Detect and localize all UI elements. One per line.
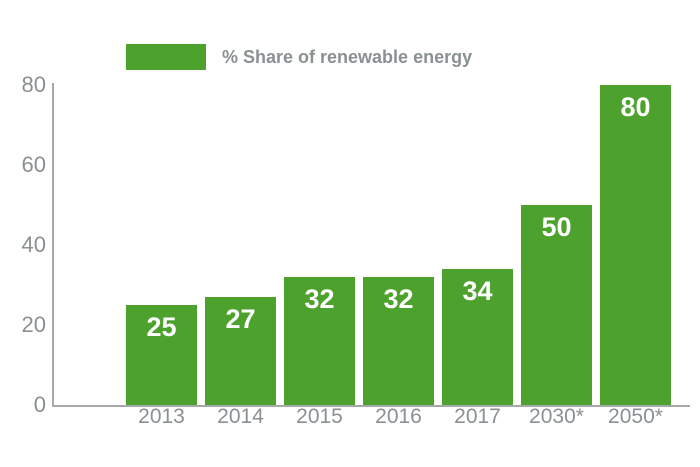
y-tick-label: 40 <box>21 232 46 257</box>
bar: 27 <box>205 297 276 405</box>
bar-value-label: 34 <box>462 276 493 306</box>
bar-value-label: 27 <box>225 304 256 334</box>
bar-value-label: 32 <box>304 284 335 314</box>
bar: 32 <box>284 277 355 405</box>
x-axis-line <box>52 405 690 407</box>
bar-value-label: 50 <box>541 212 572 242</box>
bar: 32 <box>363 277 434 405</box>
y-tick-label: 0 <box>33 392 46 417</box>
x-tick-label: 2015 <box>296 405 343 428</box>
x-tick-label: 2014 <box>217 405 264 428</box>
x-tick-label: 2013 <box>138 405 185 428</box>
x-tick-label: 2016 <box>375 405 422 428</box>
bar: 50 <box>521 205 592 405</box>
x-tick-label: 2050* <box>608 405 663 428</box>
x-tick-label: 2030* <box>529 405 584 428</box>
y-tick-label: 80 <box>21 72 46 97</box>
bar-value-label: 32 <box>383 284 414 314</box>
legend-label: % Share of renewable energy <box>222 47 473 67</box>
bar-value-label: 80 <box>620 92 651 122</box>
bar-value-label: 25 <box>146 312 177 342</box>
bar: 34 <box>442 269 513 405</box>
bar: 25 <box>126 305 197 405</box>
legend-swatch <box>126 44 206 70</box>
y-tick-label: 60 <box>21 152 46 177</box>
y-axis-line <box>52 83 54 405</box>
bar: 80 <box>600 85 671 405</box>
x-tick-label: 2017 <box>454 405 501 428</box>
y-tick-label: 20 <box>21 312 46 337</box>
